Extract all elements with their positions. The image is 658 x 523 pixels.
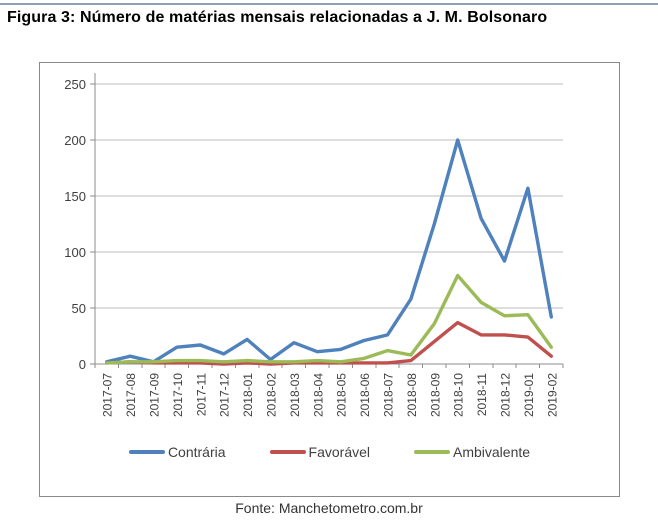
x-tick-label: 2018-07 [382, 373, 396, 417]
x-tick-label: 2017-08 [124, 373, 138, 417]
series-line-favoravel [104, 320, 553, 366]
x-tick-label: 2019-02 [545, 373, 559, 417]
legend-item-contraria: Contrária [128, 444, 226, 460]
legend-label-contraria: Contrária [167, 444, 226, 460]
x-tick-label: 2018-08 [405, 373, 419, 417]
legend-swatch-contraria [128, 450, 165, 454]
x-tick-label: 2018-02 [265, 373, 279, 417]
y-tick-label: 0 [79, 357, 86, 372]
y-tick-label: 100 [64, 245, 86, 260]
legend-swatch-ambivalente [414, 450, 450, 454]
y-tick-label: 250 [64, 77, 86, 92]
x-tick-label: 2018-04 [311, 373, 325, 417]
legend-label-ambivalente: Ambivalente [453, 444, 531, 460]
x-tick-label: 2017-12 [218, 373, 232, 417]
y-tick-label: 200 [64, 133, 86, 148]
series-line-contraria [104, 138, 553, 364]
legend-item-ambivalente: Ambivalente [414, 444, 530, 460]
source-caption: Fonte: Manchetometro.com.br [235, 500, 423, 516]
x-tick-label: 2017-10 [171, 373, 185, 417]
x-tick-label: 2018-11 [475, 373, 489, 416]
x-tick-label: 2018-09 [428, 373, 442, 417]
legend-item-favoravel: Favorável [269, 444, 370, 460]
legend-label-favoravel: Favorável [308, 444, 370, 460]
y-tick-label: 150 [64, 189, 86, 204]
x-tick-label: 2018-03 [288, 373, 302, 417]
x-tick-label: 2018-06 [358, 373, 372, 417]
y-tick-label: 50 [72, 301, 86, 316]
x-tick-label: 2018-12 [499, 373, 513, 417]
x-tick-label: 2017-11 [194, 373, 208, 416]
x-tick-label: 2019-01 [522, 373, 536, 417]
series-line-ambivalente [104, 273, 553, 365]
top-rule [0, 3, 658, 5]
x-tick-label: 2018-01 [241, 373, 255, 417]
x-tick-label: 2018-05 [335, 373, 349, 417]
chart-frame: 0 50 100 150 200 250 2017-07 2017-08 2017-09 2017… [39, 62, 620, 497]
chart-legend: Contrária Favorável Ambivalente [40, 441, 619, 463]
legend-swatch-favoravel [269, 450, 306, 454]
line-chart-plot-area: 0 50 100 150 200 250 2017-07 2017-08 2017-09 2017… [64, 73, 564, 417]
x-tick-label: 2017-09 [148, 373, 162, 417]
x-tick-label: 2017-07 [101, 373, 115, 417]
x-tick-label: 2018-10 [452, 373, 466, 417]
figure-title: Figura 3: Número de matérias mensais rel… [7, 9, 548, 26]
